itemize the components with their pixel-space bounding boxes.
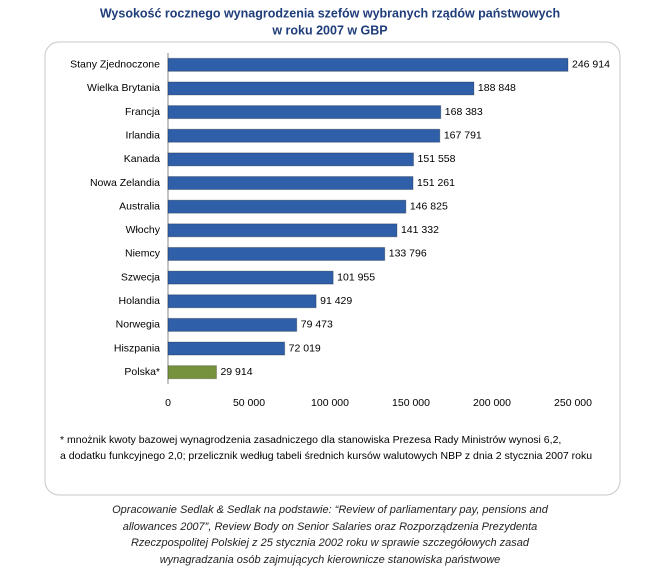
value-label: 141 332 (401, 224, 439, 236)
y-tick-label: Stany Zjednoczone (70, 59, 160, 71)
chart-title: Wysokość rocznego wynagrodzenia szefów w… (100, 6, 560, 20)
y-tick-label: Szwecja (121, 271, 160, 283)
value-label: 72 019 (289, 342, 321, 354)
value-label: 146 825 (410, 200, 448, 212)
value-label: 151 558 (418, 153, 456, 165)
bar (167, 128, 441, 143)
source: Opracowanie Sedlak & Sedlak na podstawie… (112, 504, 549, 516)
bar (167, 246, 386, 261)
source: allowances 2007”, Review Body on Senior … (123, 521, 538, 533)
bar (167, 176, 414, 191)
chart-title: w roku 2007 w GBP (271, 23, 387, 37)
x-tick-label: 250 000 (554, 397, 592, 409)
value-label: 151 261 (417, 177, 455, 189)
bar (167, 81, 475, 96)
y-tick-label: Wielka Brytania (87, 82, 160, 94)
bar (167, 294, 317, 309)
source: wynagradzania osób zajmujących kierownic… (160, 554, 501, 566)
value-label: 91 429 (320, 295, 352, 307)
bar (167, 57, 569, 72)
value-label: 246 914 (572, 59, 610, 71)
y-tick-label: Irlandia (126, 130, 161, 142)
y-tick-label: Hiszpania (114, 342, 160, 354)
value-label: 101 955 (337, 271, 375, 283)
y-tick-label: Holandia (119, 295, 161, 307)
y-tick-label: Kanada (124, 153, 160, 165)
bar (167, 152, 415, 167)
bar (167, 105, 442, 120)
x-tick-label: 50 000 (233, 397, 265, 409)
bar (167, 317, 298, 332)
x-tick-label: 100 000 (311, 397, 349, 409)
footnote: a dodatku funkcyjnego 2,0; przelicznik w… (60, 450, 592, 462)
x-tick-label: 200 000 (473, 397, 511, 409)
value-label: 29 914 (220, 366, 252, 378)
bar (167, 199, 407, 214)
bar (167, 270, 334, 285)
value-label: 168 383 (445, 106, 483, 118)
y-tick-label: Francja (125, 106, 160, 118)
value-label: 188 848 (478, 82, 516, 94)
bar (167, 223, 398, 238)
bar (167, 341, 286, 356)
x-tick-label: 150 000 (392, 397, 430, 409)
y-tick-label: Norwegia (116, 319, 161, 331)
x-tick-label: 0 (165, 397, 171, 409)
footnote: * mnożnik kwoty bazowej wynagrodzenia za… (60, 434, 561, 446)
y-tick-label: Nowa Zelandia (90, 177, 160, 189)
bar (167, 365, 217, 380)
value-label: 133 796 (389, 248, 427, 260)
value-label: 79 473 (301, 319, 333, 331)
y-tick-label: Włochy (126, 224, 161, 236)
value-label: 167 791 (444, 130, 482, 142)
y-tick-label: Niemcy (125, 248, 161, 260)
source: Rzeczpospolitej Polskiej z 25 stycznia 2… (131, 537, 530, 549)
y-tick-label: Australia (119, 200, 160, 212)
y-tick-label: Polska* (124, 366, 160, 378)
